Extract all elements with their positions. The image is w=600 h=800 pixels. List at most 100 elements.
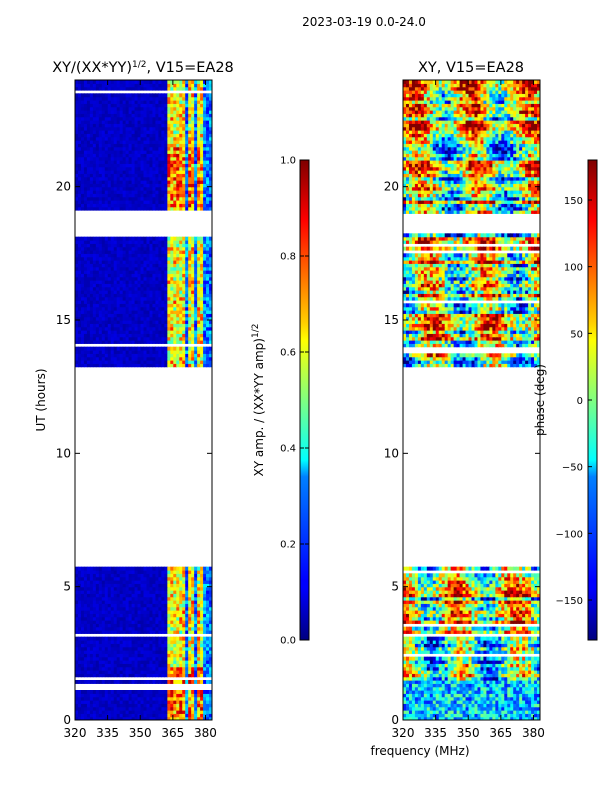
amplitude-cell xyxy=(188,270,192,274)
amplitude-cell xyxy=(176,203,180,208)
amplitude-cell xyxy=(197,650,201,654)
amplitude-cell xyxy=(185,716,189,720)
amplitude-cell xyxy=(146,200,151,204)
amplitude-cell xyxy=(185,326,189,331)
amplitude-cell xyxy=(200,313,204,318)
amplitude-cell xyxy=(131,203,136,208)
amplitude-cell xyxy=(83,156,88,161)
amplitude-cell xyxy=(75,350,79,354)
amplitude-cell xyxy=(113,263,118,268)
amplitude-cell xyxy=(119,300,124,304)
amplitude-cell xyxy=(146,176,151,181)
amplitude-cell xyxy=(206,616,210,621)
amplitude-cell xyxy=(77,693,82,698)
amplitude-cell xyxy=(128,193,133,198)
amplitude-cell xyxy=(107,690,112,694)
amplitude-cell xyxy=(143,663,148,668)
amplitude-cell xyxy=(98,330,103,334)
amplitude-cell xyxy=(95,590,100,594)
amplitude-cell xyxy=(89,626,94,631)
amplitude-cell xyxy=(92,653,97,658)
amplitude-cell xyxy=(128,196,133,201)
amplitude-cell xyxy=(77,203,82,208)
amplitude-cell xyxy=(122,576,127,581)
amplitude-cell xyxy=(113,570,118,574)
amplitude-cell xyxy=(104,330,109,334)
amplitude-cell xyxy=(95,586,100,591)
amplitude-cell xyxy=(155,150,159,154)
amplitude-cell xyxy=(134,573,139,578)
amplitude-cell xyxy=(206,666,210,671)
amplitude-cell xyxy=(116,270,121,274)
amplitude-cell xyxy=(149,646,154,651)
amplitude-cell xyxy=(89,566,94,571)
amplitude-cell xyxy=(80,150,85,154)
amplitude-cell xyxy=(104,270,109,274)
amplitude-cell xyxy=(131,156,136,161)
amplitude-cell xyxy=(146,673,151,678)
amplitude-cell xyxy=(158,330,162,334)
amplitude-cell xyxy=(161,620,165,624)
amplitude-cell xyxy=(209,270,212,274)
amplitude-cell xyxy=(191,716,195,720)
amplitude-cell xyxy=(191,650,195,654)
amplitude-cell xyxy=(101,690,106,694)
amplitude-cell xyxy=(197,330,201,334)
amplitude-cell xyxy=(191,143,195,148)
amplitude-cell xyxy=(140,270,145,274)
amplitude-cell xyxy=(98,290,103,294)
amplitude-cell xyxy=(194,590,198,594)
amplitude-cell xyxy=(149,156,154,161)
amplitude-cell xyxy=(182,340,186,344)
amplitude-cell xyxy=(194,140,198,144)
amplitude-cell xyxy=(92,130,97,134)
amplitude-cell xyxy=(83,253,88,258)
amplitude-cell xyxy=(146,326,151,331)
amplitude-cell xyxy=(170,200,174,204)
amplitude-cell xyxy=(128,713,133,718)
amplitude-cell xyxy=(155,626,159,631)
amplitude-cell xyxy=(116,156,121,161)
amplitude-cell xyxy=(116,183,121,188)
amplitude-cell xyxy=(116,626,121,631)
amplitude-cell xyxy=(176,603,180,608)
amplitude-cell xyxy=(185,190,189,194)
amplitude-cell xyxy=(191,163,195,168)
amplitude-cell xyxy=(113,270,118,274)
amplitude-cell xyxy=(104,316,109,321)
amplitude-cell xyxy=(182,696,186,701)
amplitude-cell xyxy=(104,250,109,254)
amplitude-cell xyxy=(83,133,88,138)
amplitude-cell xyxy=(119,603,124,608)
amplitude-cell xyxy=(155,200,159,204)
amplitude-cell xyxy=(185,246,189,251)
amplitude-cell xyxy=(209,130,212,134)
amplitude-cell xyxy=(209,703,212,708)
amplitude-cell xyxy=(170,656,174,661)
amplitude-cell xyxy=(131,586,136,591)
amplitude-cell xyxy=(179,340,183,344)
amplitude-cell xyxy=(80,253,85,258)
amplitude-cell xyxy=(125,133,130,138)
amplitude-cell xyxy=(206,170,210,174)
amplitude-cell xyxy=(125,313,130,318)
amplitude-cell xyxy=(149,636,154,641)
amplitude-cell xyxy=(77,136,82,141)
amplitude-cell xyxy=(128,616,133,621)
amplitude-cell xyxy=(176,143,180,148)
amplitude-cell xyxy=(206,280,210,284)
amplitude-cell xyxy=(110,136,115,141)
amplitude-cell xyxy=(134,310,139,314)
amplitude-cell xyxy=(128,640,133,644)
amplitude-cell xyxy=(209,163,212,168)
amplitude-cell xyxy=(206,190,210,194)
amplitude-cell xyxy=(104,660,109,664)
amplitude-cell xyxy=(209,693,212,698)
amplitude-cell xyxy=(110,256,115,261)
amplitude-cell xyxy=(143,243,148,248)
amplitude-cell xyxy=(101,346,106,351)
amplitude-cell xyxy=(155,193,159,198)
amplitude-cell xyxy=(113,300,118,304)
amplitude-cell xyxy=(104,136,109,141)
amplitude-cell xyxy=(80,363,85,368)
